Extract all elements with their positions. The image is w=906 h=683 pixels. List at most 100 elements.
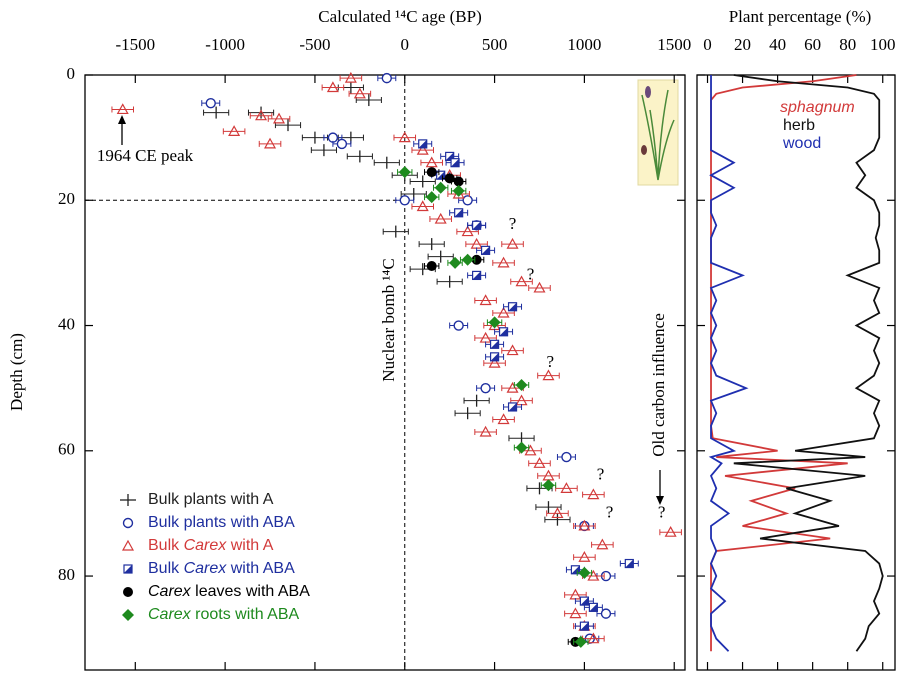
data-point xyxy=(488,356,501,368)
error-bar xyxy=(573,522,596,529)
marker xyxy=(434,181,447,194)
marker xyxy=(664,525,677,537)
error-bar xyxy=(420,159,443,166)
data-point xyxy=(454,208,464,218)
marker xyxy=(488,356,501,368)
marker xyxy=(326,81,339,93)
legend-label: Bulk plants with ABA xyxy=(148,514,295,531)
annotation: ? xyxy=(658,502,666,521)
marker xyxy=(480,382,491,394)
marker xyxy=(461,225,474,237)
error-bar xyxy=(321,84,345,91)
y-tick-label: 80 xyxy=(58,565,75,584)
marker xyxy=(596,538,609,550)
error-bar xyxy=(659,529,682,536)
legend-text: Bulk plants with ABA xyxy=(148,514,295,531)
error-bar xyxy=(501,241,524,248)
marker xyxy=(121,539,135,551)
data-point xyxy=(498,327,509,337)
marker xyxy=(399,195,410,206)
marker xyxy=(449,256,462,269)
data-point xyxy=(228,125,241,136)
marker xyxy=(454,208,463,217)
error-bar xyxy=(222,128,246,135)
data-point xyxy=(489,339,500,349)
marker xyxy=(600,608,612,619)
data-point xyxy=(578,519,591,531)
data-point xyxy=(569,607,582,619)
marker xyxy=(506,344,519,356)
legend-marker xyxy=(123,587,133,597)
marker xyxy=(471,254,482,265)
plant-illustration xyxy=(637,79,679,186)
data-point xyxy=(453,176,464,187)
error-bar xyxy=(537,372,560,379)
data-point xyxy=(533,457,546,468)
data-point xyxy=(327,132,339,143)
data-point xyxy=(461,225,474,237)
data-point xyxy=(425,191,438,204)
data-point xyxy=(472,270,482,281)
error-bar xyxy=(492,416,515,423)
error-bar xyxy=(483,360,506,367)
data-point xyxy=(398,131,411,143)
marker xyxy=(580,597,589,606)
marker xyxy=(580,622,589,631)
marker xyxy=(426,261,437,272)
data-point xyxy=(497,256,510,268)
error-bar xyxy=(258,140,282,147)
error-bar xyxy=(528,460,551,467)
marker xyxy=(418,139,427,148)
data-point xyxy=(480,382,491,394)
marker xyxy=(589,603,598,612)
marker xyxy=(542,369,555,381)
marker xyxy=(461,253,474,266)
error-bar xyxy=(111,106,135,113)
error-bar xyxy=(510,278,533,285)
marker xyxy=(625,559,634,568)
marker xyxy=(506,237,519,249)
marker xyxy=(515,441,528,454)
error-bar xyxy=(267,115,291,122)
marker xyxy=(587,632,600,644)
data-point xyxy=(416,143,429,155)
data-point xyxy=(425,156,438,168)
marker xyxy=(123,587,133,597)
legend-text: leaves with ABA xyxy=(191,583,311,600)
data-point xyxy=(434,212,447,224)
data-point xyxy=(326,81,339,93)
data-point xyxy=(480,245,491,255)
data-point xyxy=(426,167,437,178)
marker xyxy=(488,316,501,329)
data-point xyxy=(418,139,428,149)
marker xyxy=(490,340,499,349)
data-line xyxy=(733,74,884,652)
marker xyxy=(497,413,510,425)
marker xyxy=(533,457,546,468)
data-point xyxy=(579,596,590,606)
marker xyxy=(381,72,392,84)
data-point xyxy=(506,237,519,249)
marker xyxy=(398,131,411,143)
data-line xyxy=(710,74,857,652)
marker xyxy=(434,212,447,224)
data-point xyxy=(578,566,591,579)
x-tick-label: 100 xyxy=(870,35,896,54)
error-bar xyxy=(555,485,578,492)
data-point xyxy=(542,479,555,492)
error-bar xyxy=(573,554,596,561)
data-point xyxy=(578,551,591,562)
marker xyxy=(533,281,546,293)
annotation: 1964 CE peak xyxy=(97,146,194,165)
error-bar xyxy=(492,259,515,266)
error-bar xyxy=(249,112,273,119)
legend-label: Carex roots with ABA xyxy=(148,606,300,623)
legend-text: Carex xyxy=(184,537,228,554)
marker xyxy=(508,402,517,411)
data-point xyxy=(489,352,500,362)
data-point xyxy=(452,184,465,197)
y-tick-label: 0 xyxy=(67,64,76,83)
marker xyxy=(574,635,587,648)
data-point xyxy=(479,294,492,306)
